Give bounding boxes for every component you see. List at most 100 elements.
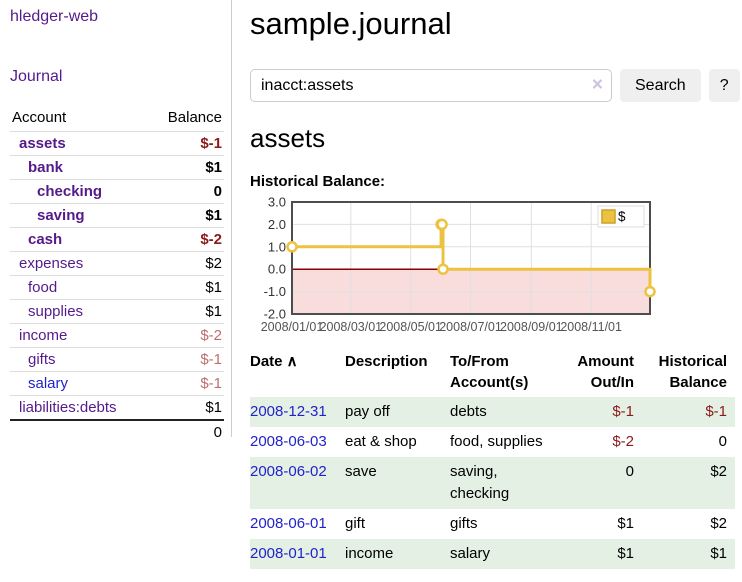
main-content: sample.journal × Search ? assets Histori… (232, 0, 742, 569)
account-row: supplies $1 (10, 299, 224, 324)
register-column-header: Historical Balance (658, 353, 727, 391)
account-link[interactable]: assets (19, 135, 66, 152)
register-table-body: 2008-12-31 pay off debts $-1 $-1 2008-06-03 ea… (250, 397, 735, 569)
y-axis-tick-label: 2.0 (268, 217, 286, 232)
accounts-header-balance: Balance (167, 109, 222, 126)
accounts-header-row: Account Balance (10, 106, 224, 132)
transaction-amount: $1 (617, 545, 634, 562)
y-axis-tick-label: -2.0 (264, 307, 286, 322)
register-column-header: Description (345, 353, 428, 370)
transaction-description: gift (345, 515, 366, 532)
search-box: × (250, 69, 612, 102)
search-button[interactable]: Search (620, 69, 701, 102)
transaction-amount: $1 (617, 515, 634, 532)
account-link[interactable]: supplies (28, 303, 84, 320)
transaction-accounts: debts (450, 403, 487, 420)
transaction-date-link[interactable]: 2008-06-03 (250, 433, 327, 450)
account-link[interactable]: cash (28, 231, 63, 248)
help-button[interactable]: ? (708, 69, 740, 102)
register-column-header[interactable]: Date ∧ (250, 353, 298, 370)
app-layout: hledger-web Journal Account Balance asse… (0, 0, 742, 569)
register-header-row: Date ∧ Description To/From Account(s) Amount… (250, 349, 735, 397)
account-link[interactable]: food (28, 279, 58, 296)
page-title: sample.journal (250, 6, 452, 41)
transaction-date-link[interactable]: 2008-06-02 (250, 463, 327, 480)
chart-svg: 3.0 2.0 1.0 0.0 -1.0 -2.02008/01/012008/03/01… (261, 195, 656, 334)
x-axis-tick-label: 2008/09/01 (500, 320, 563, 334)
account-link[interactable]: checking (37, 183, 103, 200)
transaction-date-link[interactable]: 2008-06-01 (250, 515, 327, 532)
transaction-amount: $-2 (612, 433, 634, 450)
transaction-row: 2008-01-01 income salary $1 $1 (250, 539, 735, 569)
transaction-description: income (345, 545, 394, 562)
transaction-balance: $-1 (705, 403, 727, 420)
account-balance: $-1 (148, 371, 224, 396)
journal-link[interactable]: Journal (10, 68, 63, 85)
x-axis-tick-label: 2008/05/01 (379, 320, 442, 334)
transaction-amount: $-1 (612, 403, 634, 420)
register-column-header: To/From Account(s) (450, 353, 529, 391)
account-balance: $2 (148, 251, 224, 276)
transaction-date-link[interactable]: 2008-12-31 (250, 403, 327, 420)
transaction-date-link[interactable]: 2008-01-01 (250, 545, 327, 562)
account-row: gifts $-1 (10, 347, 224, 372)
transaction-description: save (345, 463, 377, 480)
transaction-row: 2008-12-31 pay off debts $-1 $-1 (250, 397, 735, 427)
account-row: liabilities:debts $1 (10, 395, 224, 420)
clear-search-icon[interactable]: × (591, 74, 603, 96)
account-row: income $-2 (10, 323, 224, 348)
transaction-balance: $2 (710, 515, 727, 532)
account-link[interactable]: saving (37, 207, 85, 224)
account-link[interactable]: liabilities:debts (19, 399, 117, 416)
accounts-table-body: assets $-1 bank $1 checking 0 saving $1 cash $-2 e… (10, 131, 224, 420)
account-balance: $-1 (148, 347, 224, 372)
transaction-accounts: gifts (450, 515, 478, 532)
transaction-row: 2008-06-03 eat & shop food, supplies $-2 0 (250, 427, 735, 457)
accounts-table: Account Balance assets $-1 bank $1 checking 0… (10, 106, 224, 444)
y-axis-tick-label: 1.0 (268, 239, 286, 254)
account-row: salary $-1 (10, 371, 224, 396)
account-row: checking 0 (10, 179, 224, 204)
account-row: expenses $2 (10, 251, 224, 276)
accounts-header-account: Account (12, 109, 67, 126)
accounts-total-value: 0 (148, 419, 224, 444)
account-balance: $1 (148, 155, 224, 180)
transaction-description: eat & shop (345, 433, 417, 450)
account-balance: $1 (148, 299, 224, 324)
historical-balance-chart: 3.0 2.0 1.0 0.0 -1.0 -2.0 2008/01/01 2008/03/01… (250, 195, 742, 345)
account-link[interactable]: income (19, 327, 68, 344)
x-axis-tick-label: 2008/01/01 (261, 320, 324, 334)
transaction-amount: 0 (625, 463, 634, 480)
account-row: cash $-2 (10, 227, 224, 252)
transaction-accounts: food, supplies (450, 433, 543, 450)
account-link[interactable]: salary (28, 375, 69, 392)
x-axis-tick-label: 2008/07/01 (439, 320, 502, 334)
account-row: assets $-1 (10, 131, 224, 156)
account-balance: $-1 (148, 131, 224, 156)
account-link[interactable]: gifts (28, 351, 56, 368)
transaction-balance: $1 (710, 545, 727, 562)
transaction-row: 2008-06-02 save saving, checking 0 $2 (250, 457, 735, 509)
account-link[interactable]: expenses (19, 255, 84, 272)
account-balance: $-2 (148, 227, 224, 252)
transaction-row: 2008-06-01 gift gifts $1 $2 (250, 509, 735, 539)
sort-ascending-icon: ∧ (282, 353, 298, 370)
transaction-balance: 0 (718, 433, 727, 450)
search-row: × Search ? (250, 69, 742, 102)
account-row: bank $1 (10, 155, 224, 180)
register-table: Date ∧ Description To/From Account(s) Amount… (250, 349, 735, 569)
register-column-header: Amount Out/In (577, 353, 634, 391)
account-link[interactable]: bank (28, 159, 64, 176)
sidebar: hledger-web Journal Account Balance asse… (0, 0, 232, 444)
search-input[interactable] (250, 69, 612, 102)
transaction-description: pay off (345, 403, 390, 420)
account-heading: assets (250, 123, 326, 153)
y-axis-tick-label: 3.0 (268, 196, 286, 210)
legend-label: $ (618, 209, 626, 224)
account-row: saving $1 (10, 203, 224, 228)
app-title-link[interactable]: hledger-web (10, 8, 99, 25)
account-balance: $1 (148, 203, 224, 228)
account-row: food $1 (10, 275, 224, 300)
transaction-balance: $2 (710, 463, 727, 480)
chart-label: Historical Balance: (250, 173, 386, 190)
